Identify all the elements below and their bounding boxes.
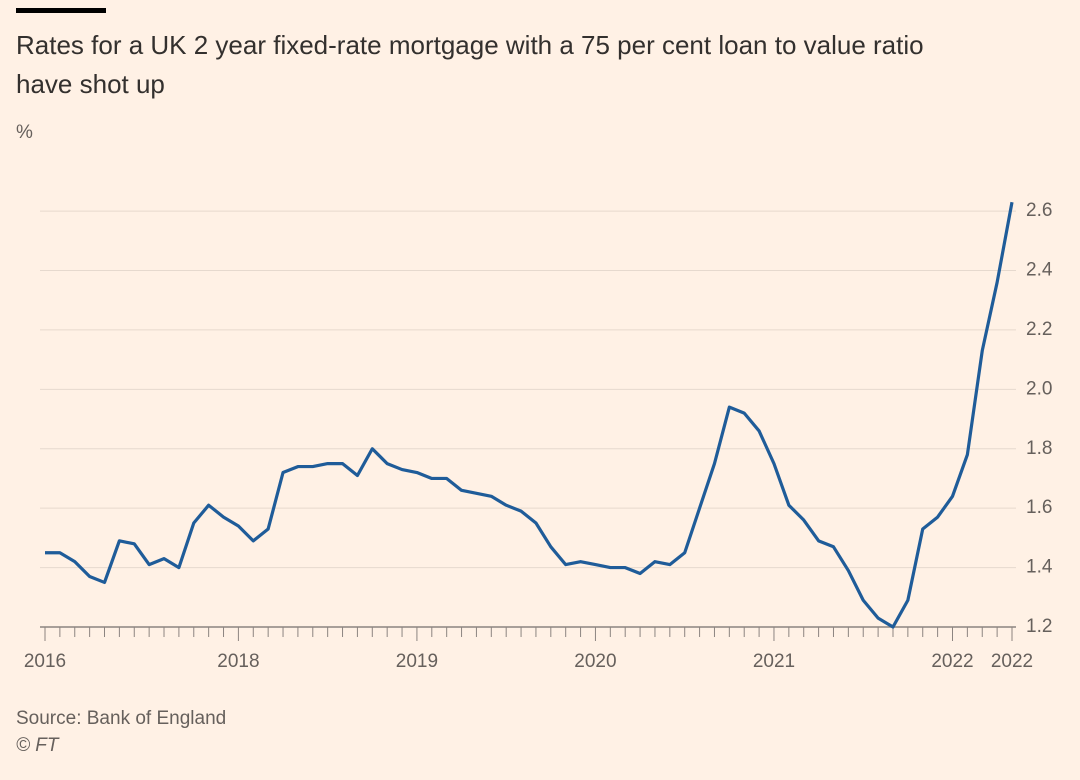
x-tick-label: 2022 <box>991 651 1033 672</box>
x-tick-label: 2018 <box>217 651 259 672</box>
y-tick-label: 2.2 <box>1026 319 1052 340</box>
y-tick-label: 2.0 <box>1026 378 1052 399</box>
x-tick-label: 2020 <box>574 651 616 672</box>
chart-title: Rates for a UK 2 year fixed-rate mortgag… <box>16 30 924 99</box>
credit: © FT <box>16 735 60 756</box>
x-tick-label: 2021 <box>753 651 795 672</box>
y-axis-label: % <box>16 122 33 143</box>
y-tick-label: 2.6 <box>1026 200 1052 221</box>
y-tick-label: 1.2 <box>1026 616 1052 637</box>
x-tick-label: 2019 <box>396 651 438 672</box>
y-tick-label: 1.6 <box>1026 497 1052 518</box>
y-tick-label: 2.4 <box>1026 260 1053 281</box>
source: Source: Bank of England <box>16 708 226 729</box>
y-tick-label: 1.4 <box>1026 557 1053 578</box>
x-tick-label: 2022 <box>931 651 973 672</box>
title-bar <box>16 8 106 13</box>
line <box>45 201 1014 629</box>
x-tick-label: 2016 <box>24 651 66 672</box>
y-tick-label: 1.8 <box>1026 438 1052 459</box>
